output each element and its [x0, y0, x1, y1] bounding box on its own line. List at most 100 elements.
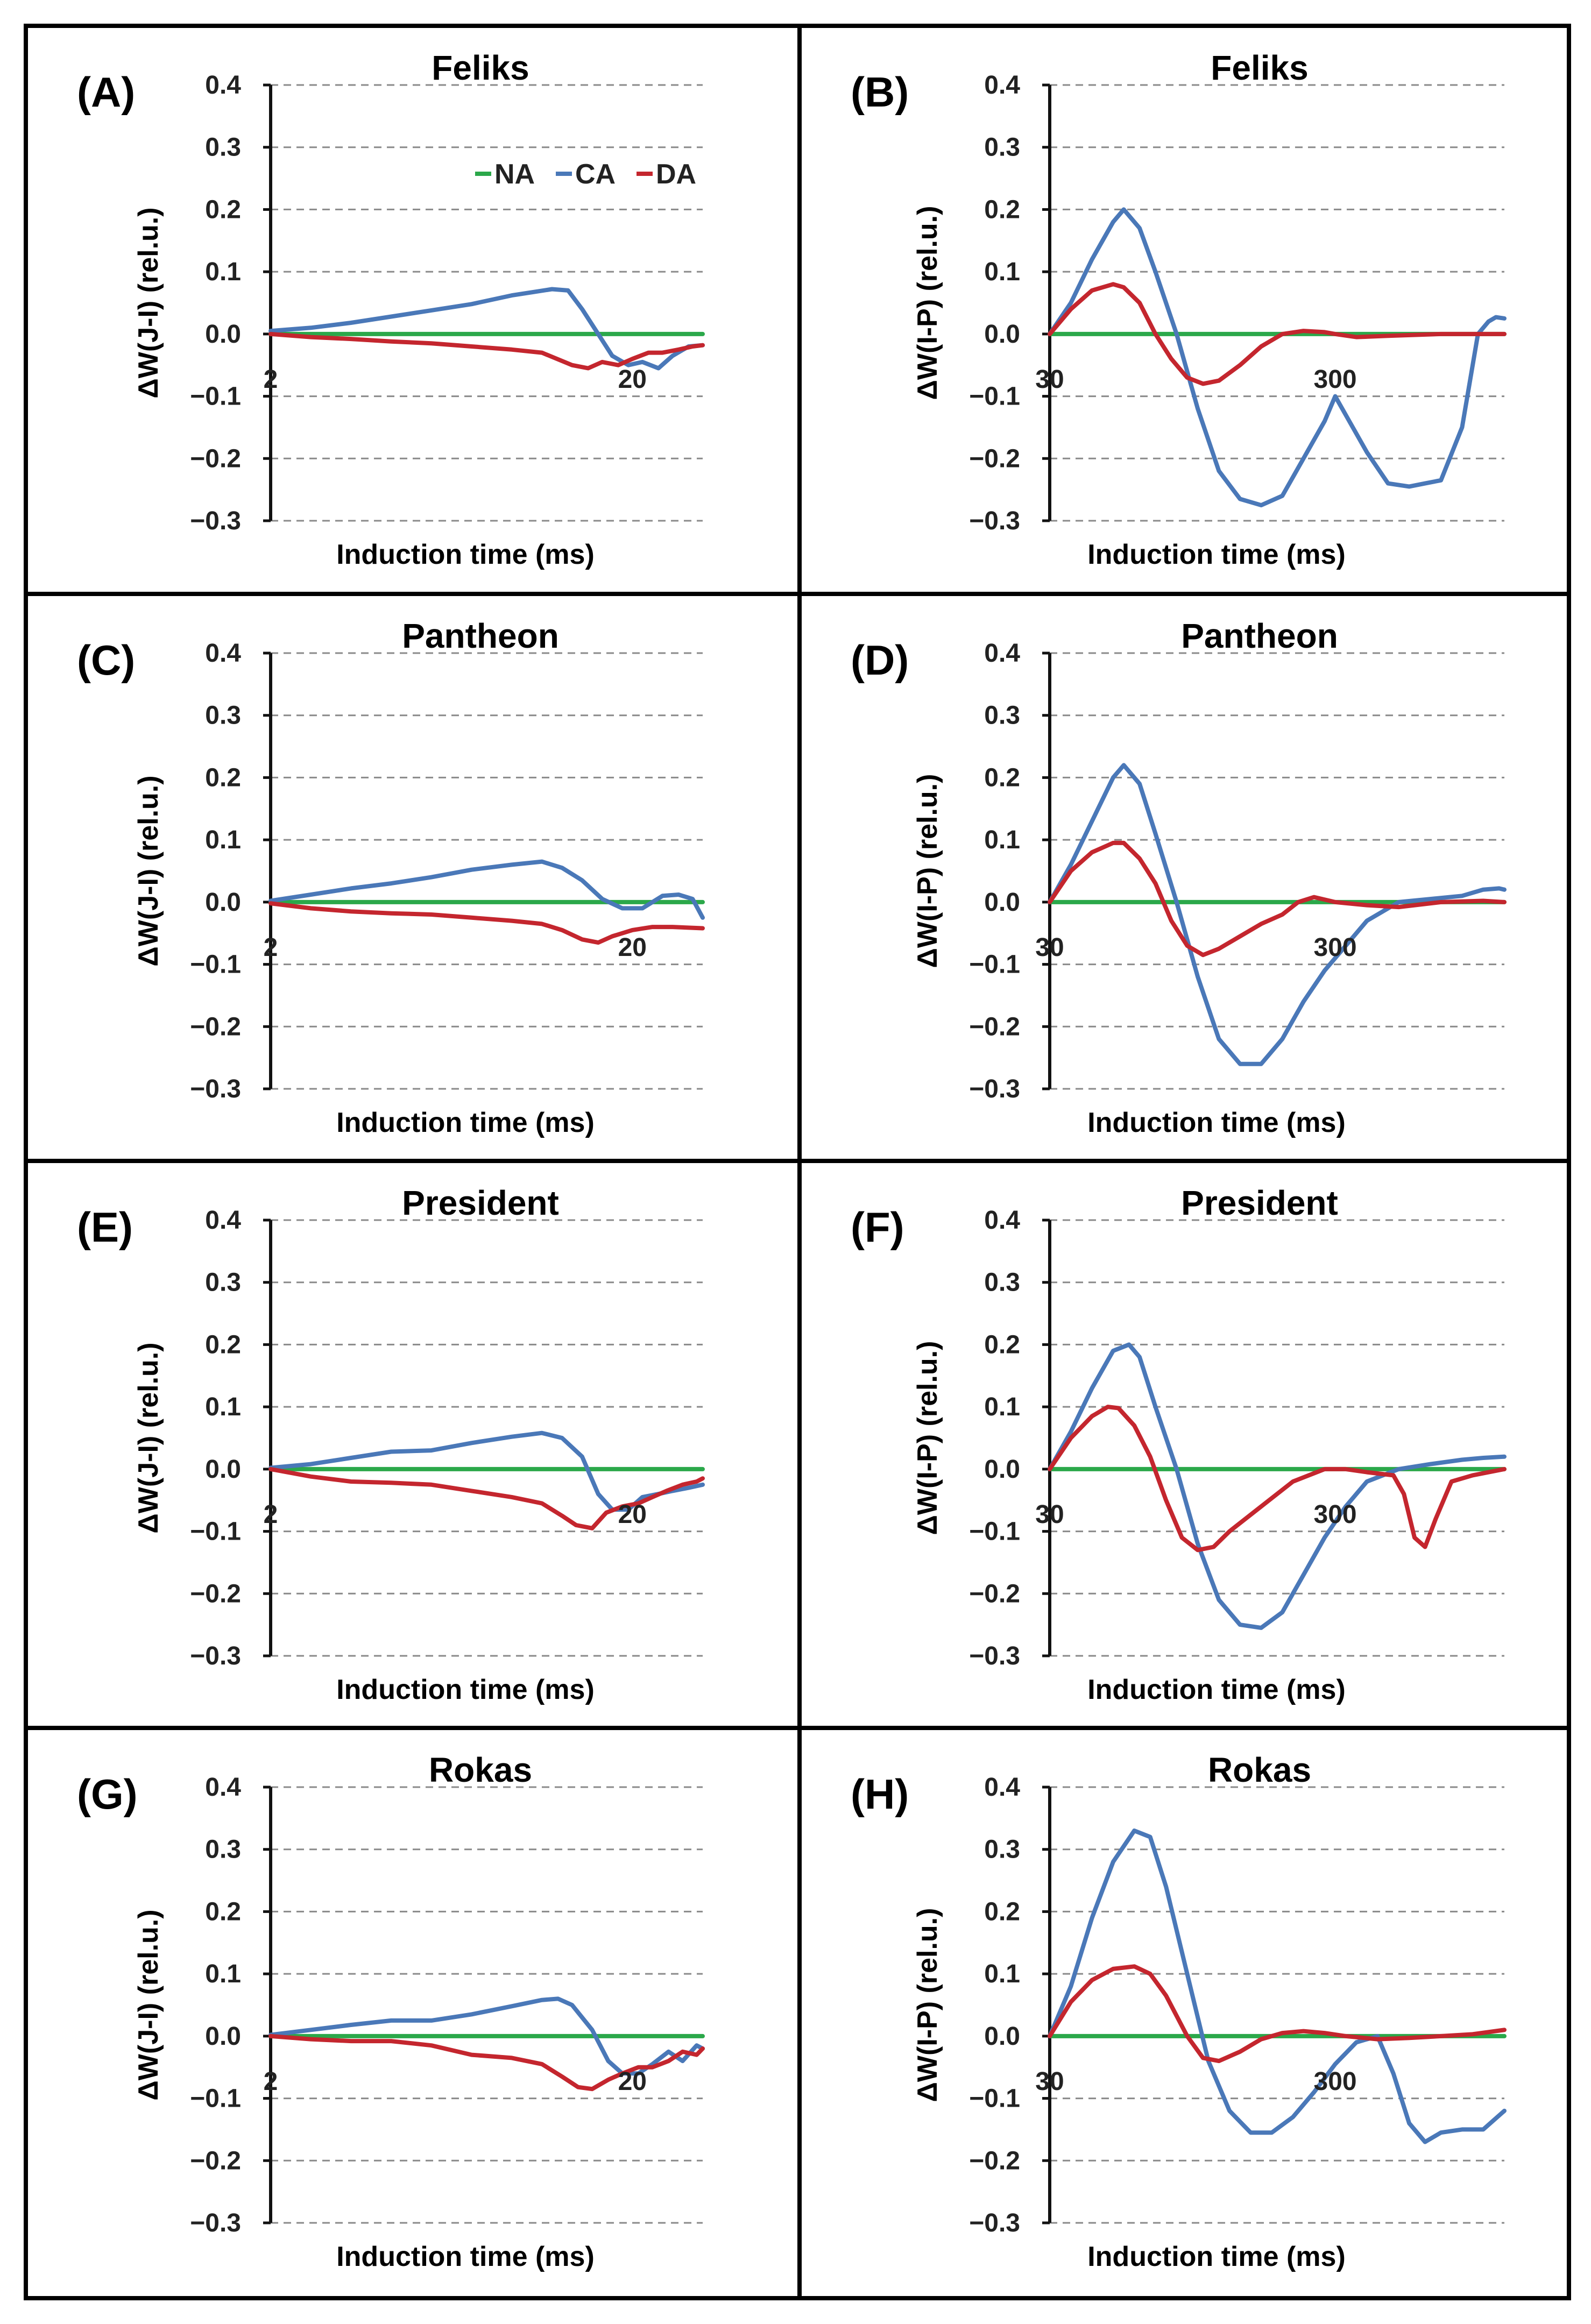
y-tick-label: 0.3: [205, 1836, 241, 1864]
y-tick-label: 0.1: [205, 1960, 241, 1988]
series-line-ca: [268, 287, 705, 371]
y-tick-label: −0.3: [969, 507, 1020, 535]
panel-C: (C) Pantheon 0.4 0.3 0.2 0.1 0.0 −0.1 −0.2 −0.3 2 2…: [77, 617, 705, 1138]
y-tick-label: 0.0: [984, 2022, 1020, 2051]
y-tick-label: 0.1: [984, 826, 1020, 854]
y-tick-label: 0.0: [984, 888, 1020, 917]
series-line-da: [268, 901, 705, 945]
y-tick-label: −0.1: [190, 951, 241, 979]
panel-G: (G) Rokas 0.4 0.3 0.2 0.1 0.0 −0.1 −0.2 −0.3 2 20 In…: [77, 1751, 705, 2272]
x-tick-label: 2: [264, 1500, 278, 1529]
y-tick-label: 0.1: [205, 1393, 241, 1421]
x-tick-label: 30: [1035, 933, 1064, 962]
series-line-ca: [268, 1996, 705, 2076]
y-tick-label: 0.0: [984, 1455, 1020, 1484]
y-tick-label: 0.3: [205, 1269, 241, 1297]
y-tick-label: −0.1: [969, 951, 1020, 979]
x-axis-label: Induction time (ms): [1087, 1107, 1346, 1138]
series-line-da: [1048, 840, 1507, 958]
y-tick-label: 0.4: [984, 1206, 1020, 1235]
series-line-da: [268, 2034, 705, 2092]
y-tick-label: −0.2: [190, 444, 241, 473]
series-line-ca: [1048, 1829, 1507, 2144]
y-tick-label: −0.3: [969, 1642, 1020, 1670]
y-tick-label: −0.3: [190, 1075, 241, 1103]
y-tick-label: 0.0: [984, 320, 1020, 349]
y-tick-label: −0.3: [190, 1642, 241, 1670]
y-tick-label: −0.2: [969, 2146, 1020, 2175]
y-tick-label: 0.2: [984, 195, 1020, 224]
y-tick-label: −0.1: [190, 1518, 241, 1546]
x-tick-label: 300: [1314, 2067, 1357, 2096]
legend-label-na: NA: [494, 159, 535, 190]
y-axis-label: ΔW(J-I) (rel.u.): [133, 207, 164, 398]
series-line-ca: [268, 859, 705, 920]
chart-title: Rokas: [1208, 1751, 1311, 1789]
y-tick-label: 0.0: [205, 320, 241, 349]
chart-title: Pantheon: [1181, 617, 1338, 655]
y-tick-label: −0.2: [190, 1012, 241, 1041]
y-tick-label: 0.2: [984, 1897, 1020, 1926]
panel-label: (F): [851, 1203, 904, 1251]
y-tick-label: 0.2: [205, 763, 241, 792]
y-tick-label: −0.2: [969, 1579, 1020, 1608]
panel-label: (G): [77, 1770, 138, 1818]
chart-title: Feliks: [1211, 48, 1308, 87]
x-tick-label: 20: [618, 2067, 647, 2096]
x-tick-label: 20: [618, 365, 647, 394]
y-axis-label: ΔW(J-I) (rel.u.): [133, 1909, 164, 2100]
y-tick-label: −0.1: [969, 382, 1020, 411]
y-tick-label: 0.1: [205, 826, 241, 854]
y-tick-label: −0.1: [969, 2085, 1020, 2113]
panel-E: (E) President 0.4 0.3 0.2 0.1 0.0 −0.1 −0.2 −0.3 2…: [77, 1184, 705, 1705]
panel-B: (B) Feliks 0.4 0.3 0.2 0.1 0.0 −0.1 −0.2 −0.3 30 30…: [851, 48, 1507, 570]
panel-label: (A): [77, 68, 135, 116]
x-tick-label: 2: [264, 365, 278, 394]
x-tick-label: 20: [618, 933, 647, 962]
y-axis-label: ΔW(I-P) (rel.u.): [912, 774, 943, 968]
y-tick-label: −0.3: [190, 2209, 241, 2237]
chart-title: President: [1181, 1184, 1338, 1222]
x-axis-label: Induction time (ms): [336, 1674, 595, 1705]
x-axis-label: Induction time (ms): [336, 2241, 595, 2272]
y-tick-label: −0.2: [190, 2146, 241, 2175]
y-tick-label: 0.2: [205, 195, 241, 224]
y-tick-label: 0.3: [984, 133, 1020, 162]
y-tick-label: −0.3: [190, 507, 241, 535]
x-axis-label: Induction time (ms): [336, 539, 595, 570]
y-axis-label: ΔW(J-I) (rel.u.): [133, 775, 164, 966]
series-line-ca: [1048, 1342, 1507, 1630]
series-line-da: [1048, 1964, 1507, 2064]
y-tick-label: −0.2: [969, 444, 1020, 473]
y-tick-label: 0.3: [205, 702, 241, 730]
y-tick-label: 0.0: [205, 2022, 241, 2051]
y-tick-label: 0.4: [984, 1773, 1020, 1802]
x-tick-label: 300: [1314, 365, 1357, 394]
y-axis-label: ΔW(I-P) (rel.u.): [912, 1341, 943, 1535]
x-tick-label: 300: [1314, 1500, 1357, 1529]
y-tick-label: 0.1: [984, 1960, 1020, 1988]
y-tick-label: 0.3: [984, 1836, 1020, 1864]
y-tick-label: 0.3: [984, 702, 1020, 730]
y-tick-label: 0.3: [205, 133, 241, 162]
y-tick-label: −0.3: [969, 2209, 1020, 2237]
y-tick-label: 0.2: [984, 763, 1020, 792]
x-axis-label: Induction time (ms): [336, 1107, 595, 1138]
y-tick-label: 0.0: [205, 888, 241, 917]
x-axis-label: Induction time (ms): [1087, 1674, 1346, 1705]
y-axis-label: ΔW(I-P) (rel.u.): [912, 206, 943, 400]
legend-label-ca: CA: [575, 159, 616, 190]
y-tick-label: 0.2: [205, 1330, 241, 1359]
chart-title: Pantheon: [402, 617, 559, 655]
panel-label: (E): [77, 1203, 133, 1251]
y-tick-label: 0.0: [205, 1455, 241, 1484]
legend-label-da: DA: [656, 159, 696, 190]
x-tick-label: 2: [264, 933, 278, 962]
y-tick-label: 0.2: [205, 1897, 241, 1926]
x-tick-label: 30: [1035, 365, 1064, 394]
y-tick-label: 0.1: [205, 258, 241, 286]
y-tick-label: −0.3: [969, 1075, 1020, 1103]
y-tick-label: 0.4: [205, 1773, 241, 1802]
y-tick-label: 0.1: [984, 1393, 1020, 1421]
